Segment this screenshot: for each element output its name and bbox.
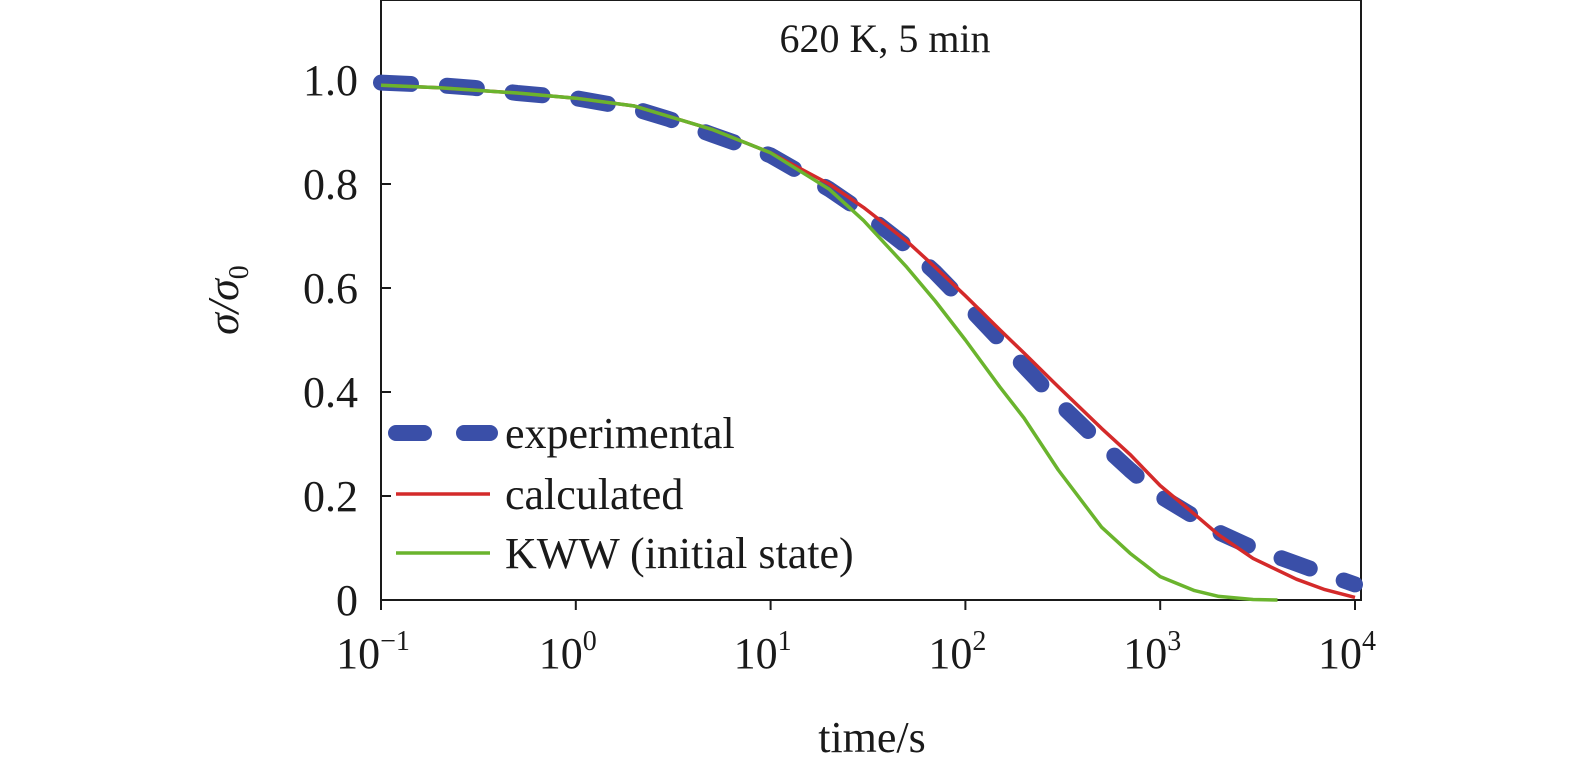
y-axis-label: σ/σ0 <box>199 265 255 335</box>
x-tick-label: 100 <box>539 626 597 678</box>
x-axis-ticks: 10−1 100 101 102 103 104 <box>336 600 1376 678</box>
x-tick-label: 103 <box>1123 626 1181 678</box>
y-axis-ticks: 0 0.2 0.4 0.6 0.8 1.0 <box>303 56 391 625</box>
x-tick-label: 10−1 <box>336 626 410 678</box>
series-line-2 <box>380 83 1356 600</box>
y-tick-label: 0.8 <box>303 160 358 209</box>
x-tick-label-base: 10 <box>928 629 972 678</box>
legend-label: experimental <box>505 409 735 458</box>
series-layer <box>373 74 1363 602</box>
x-tick-label: 101 <box>734 626 792 678</box>
legend: experimental calculated KWW (initial state… <box>388 409 854 578</box>
x-tick-label-exponent: 2 <box>972 626 986 657</box>
x-tick-label-base: 10 <box>1318 629 1362 678</box>
x-tick-label-base: 10 <box>1123 629 1167 678</box>
x-tick-label-base: 10 <box>336 629 380 678</box>
legend-label: KWW (initial state) <box>505 529 854 578</box>
x-tick-label: 104 <box>1318 626 1376 678</box>
x-tick-label-exponent: 3 <box>1167 626 1181 657</box>
x-tick-label-base: 10 <box>539 629 583 678</box>
x-tick-label-base: 10 <box>734 629 778 678</box>
series-line-3 <box>380 83 1278 602</box>
y-tick-label: 0 <box>336 576 358 625</box>
legend-label: calculated <box>505 470 683 519</box>
plot-frame <box>380 0 1362 601</box>
y-tick-label: 0.2 <box>303 472 358 521</box>
y-axis-label-subscript: 0 <box>224 265 255 279</box>
chart-title: 620 K, 5 min <box>779 16 990 61</box>
x-axis-label: time/s <box>818 713 926 762</box>
x-tick-label-exponent: 1 <box>778 626 792 657</box>
x-tick-label-exponent: 0 <box>583 626 597 657</box>
y-tick-label: 0.6 <box>303 264 358 313</box>
x-tick-label-exponent: −1 <box>380 626 410 657</box>
y-axis-label-base: σ/σ <box>199 277 248 335</box>
y-tick-label: 1.0 <box>303 56 358 105</box>
x-tick-label: 102 <box>928 626 986 678</box>
x-tick-label-exponent: 4 <box>1362 626 1376 657</box>
y-tick-label: 0.4 <box>303 368 358 417</box>
